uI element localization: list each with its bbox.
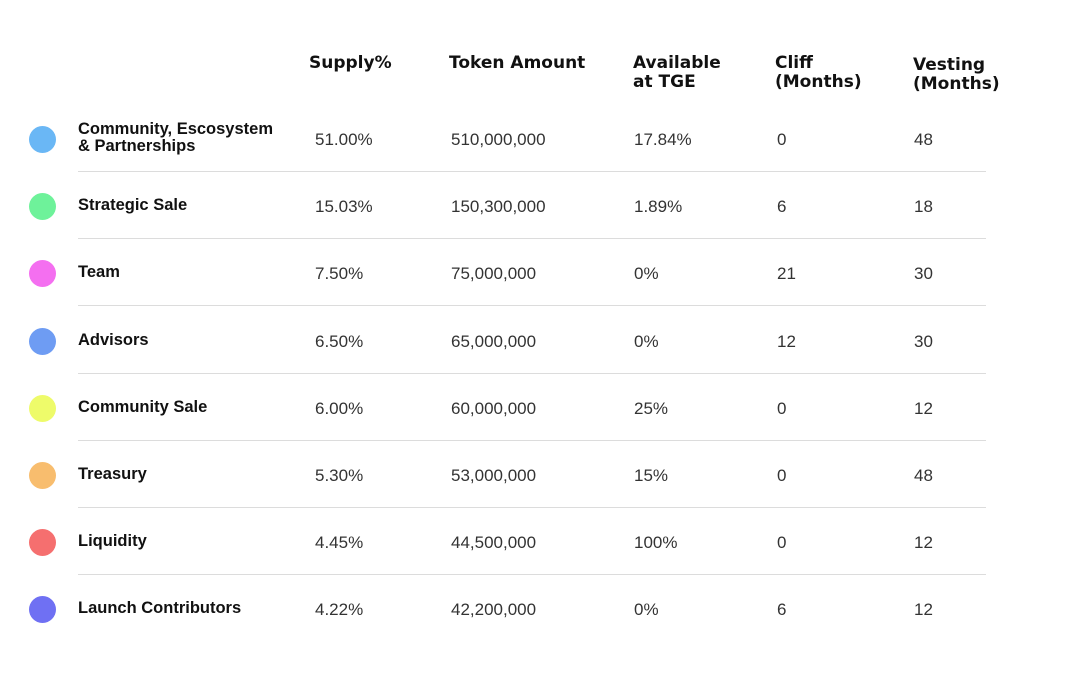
cell-available-tge: 25% <box>634 398 669 418</box>
cell-token-amount: 53,000,000 <box>451 466 537 485</box>
cell-vesting: 30 <box>914 264 933 284</box>
table-row: Launch Contributors 4.22% 42,200,000 0% 6 12 <box>0 576 1080 643</box>
table-row: Advisors 6.50% 65,000,000 0% 12 30 <box>0 308 1080 375</box>
cell-vesting: 12 <box>914 600 933 620</box>
cell-supply: 5.30% <box>315 466 364 485</box>
table-row: Community, Escosystem & Partnerships 51.0… <box>0 106 1080 173</box>
cell-cliff: 0 <box>777 130 787 149</box>
cell-available-tge: 17.84% <box>634 130 692 149</box>
legend-color-dot <box>29 462 56 489</box>
cell-token-amount: 42,200,000 <box>451 600 537 620</box>
category-label: Strategic Sale <box>78 196 188 215</box>
cell-supply: 6.00% <box>315 398 364 418</box>
category-label: Community Sale <box>78 397 208 416</box>
cell-token-amount: 150,300,000 <box>451 197 546 217</box>
row-divider <box>78 439 986 441</box>
table-row: Strategic Sale 15.03% 150,300,000 1.89% 6 18 <box>0 173 1080 240</box>
cell-available-tge: 0% <box>634 331 659 351</box>
cell-supply: 6.50% <box>315 331 364 351</box>
row-divider <box>78 305 986 307</box>
cell-supply: 15.03% <box>315 197 373 217</box>
row-divider <box>78 372 986 374</box>
category-label: Launch Contributors <box>78 599 242 618</box>
legend-color-dot <box>29 596 56 624</box>
cell-token-amount: 60,000,000 <box>451 398 537 418</box>
row-divider <box>78 171 986 172</box>
cell-available-tge: 0% <box>634 600 659 620</box>
category-label: Community, Escosystem & Partnerships <box>78 120 274 155</box>
header-supply: Supply% <box>309 53 392 73</box>
category-label: Liquidity <box>78 532 147 551</box>
header-vesting: Vesting (Months) <box>913 55 1000 94</box>
legend-color-dot <box>29 529 56 557</box>
row-divider <box>78 507 986 508</box>
cell-available-tge: 100% <box>634 533 678 553</box>
cell-cliff: 0 <box>777 533 787 553</box>
header-available-tge: Available at TGE <box>633 53 721 92</box>
table-row: Community Sale 6.00% 60,000,000 25% 0 12 <box>0 375 1080 442</box>
cell-supply: 51.00% <box>315 130 373 149</box>
cell-vesting: 48 <box>914 466 933 485</box>
row-divider <box>78 574 986 576</box>
table-row: Liquidity 4.45% 44,500,000 100% 0 12 <box>0 509 1080 576</box>
cell-available-tge: 0% <box>634 264 659 284</box>
table-row: Team 7.50% 75,000,000 0% 21 30 <box>0 240 1080 307</box>
table-row: Treasury 5.30% 53,000,000 15% 0 48 <box>0 442 1080 509</box>
header-cliff: Cliff (Months) <box>775 53 862 92</box>
legend-color-dot <box>29 260 56 288</box>
header-token-amount: Token Amount <box>449 53 586 73</box>
cell-vesting: 18 <box>914 197 933 217</box>
category-label: Team <box>78 263 120 282</box>
cell-token-amount: 65,000,000 <box>451 331 537 351</box>
legend-color-dot <box>29 327 56 355</box>
cell-token-amount: 75,000,000 <box>451 264 537 284</box>
cell-token-amount: 44,500,000 <box>451 533 537 553</box>
cell-available-tge: 1.89% <box>634 197 683 217</box>
cell-cliff: 21 <box>777 264 796 284</box>
cell-cliff: 0 <box>777 466 787 485</box>
cell-supply: 7.50% <box>315 264 364 284</box>
cell-token-amount: 510,000,000 <box>451 130 546 149</box>
row-divider <box>78 238 986 240</box>
cell-available-tge: 15% <box>634 466 669 485</box>
legend-color-dot <box>29 394 56 422</box>
legend-color-dot <box>29 126 56 153</box>
cell-cliff: 0 <box>777 398 787 418</box>
cell-cliff: 12 <box>777 331 796 351</box>
cell-vesting: 12 <box>914 398 933 418</box>
category-label: Treasury <box>78 465 147 483</box>
cell-cliff: 6 <box>777 600 787 620</box>
legend-color-dot <box>29 193 56 221</box>
cell-supply: 4.45% <box>315 533 364 553</box>
cell-vesting: 48 <box>914 130 933 149</box>
category-label: Advisors <box>78 330 149 349</box>
cell-cliff: 6 <box>777 197 787 217</box>
cell-supply: 4.22% <box>315 600 364 620</box>
cell-vesting: 30 <box>914 331 933 351</box>
cell-vesting: 12 <box>914 533 933 553</box>
